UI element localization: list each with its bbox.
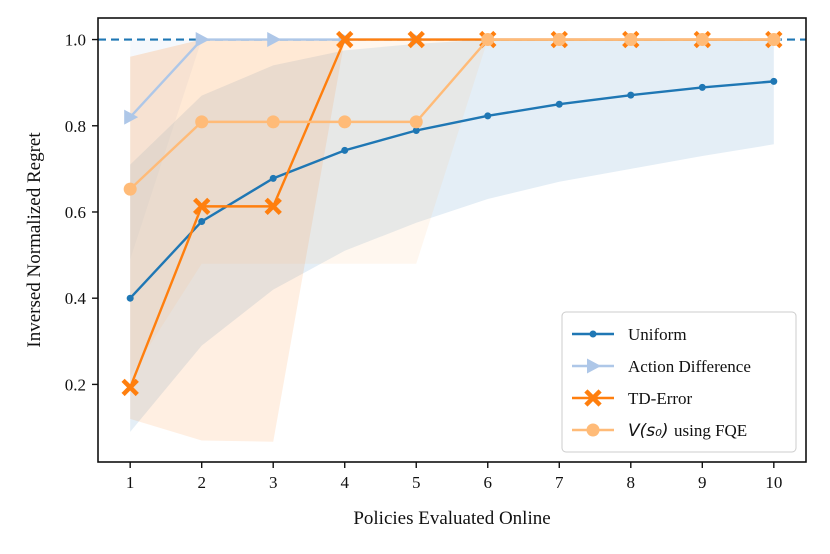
point-s4-8	[624, 33, 638, 47]
x-tick-label-9: 9	[698, 473, 707, 492]
legend-label-3: TD-Error	[628, 389, 693, 408]
x-tick-label-3: 3	[269, 473, 278, 492]
point-s4-5	[409, 115, 423, 129]
band-series-4	[130, 39, 774, 376]
point-s2-3	[267, 32, 282, 48]
x-tick-label-1: 1	[126, 473, 135, 492]
legend-item-4: V(s₀) using FQE	[572, 421, 747, 441]
legend-label-2: Action Difference	[628, 357, 751, 376]
point-s1-7	[555, 100, 563, 108]
point-s4-9	[695, 33, 709, 47]
legend-item-1: Uniform	[572, 325, 687, 344]
point-s4-6	[481, 33, 495, 47]
legend-label-1: Uniform	[628, 325, 687, 344]
point-s4-10	[767, 33, 781, 47]
x-tick-label-8: 8	[627, 473, 636, 492]
series-1	[126, 77, 778, 302]
series-line-1	[129, 80, 774, 300]
point-s1-8	[627, 91, 635, 99]
y-tick-label-1: 0.2	[65, 375, 86, 394]
point-s4-2	[195, 115, 209, 129]
x-axis-label: Policies Evaluated Online	[353, 508, 550, 529]
confidence-bands	[130, 39, 774, 442]
legend-marker-2	[587, 358, 601, 374]
series-line-4	[129, 38, 774, 191]
band-series-1	[130, 39, 774, 432]
point-s2-1	[124, 109, 139, 125]
y-tick-label-3: 0.6	[65, 203, 86, 222]
point-s1-9	[698, 83, 706, 91]
point-s1-10	[770, 77, 778, 85]
legend: Uniform Action Difference TD-Error V(s₀) us…	[561, 311, 797, 453]
point-s1-5	[412, 127, 420, 135]
point-s4-4	[338, 115, 352, 129]
point-s3-1	[121, 378, 139, 397]
legend-marker-1	[589, 330, 597, 338]
point-s3-3	[264, 197, 282, 216]
point-s3-4	[336, 30, 354, 49]
point-s3-5	[407, 30, 425, 49]
band-series-2	[130, 39, 774, 260]
point-s1-4	[341, 146, 349, 154]
point-s2-2	[195, 32, 210, 48]
y-tick-label-2: 0.4	[65, 289, 87, 308]
legend-item-2: Action Difference	[572, 357, 751, 376]
y-axis-label: Inversed Normalized Regret	[24, 132, 45, 348]
point-s4-1	[123, 182, 137, 196]
legend-marker-4	[586, 423, 600, 437]
y-tick-label-5: 1.0	[65, 31, 86, 50]
point-s1-2	[198, 217, 206, 225]
point-s1-1	[126, 294, 134, 302]
x-tick-label-7: 7	[555, 473, 564, 492]
x-tick-label-5: 5	[412, 473, 421, 492]
x-tick-label-10: 10	[765, 473, 782, 492]
point-s4-3	[266, 115, 280, 129]
series-lines	[121, 30, 783, 397]
legend-item-3: TD-Error	[572, 389, 693, 408]
point-s3-2	[193, 197, 211, 216]
axes: 1 2 3 4 5 6 7 8 9 10 0.2 0.4 0.6 0.8 1.0	[65, 17, 807, 492]
point-s4-7	[552, 33, 566, 47]
legend-marker-3	[584, 389, 602, 407]
legend-label-4: V(s₀) using FQE	[628, 421, 747, 441]
plot-frame	[97, 17, 807, 463]
y-tick-label-4: 0.8	[65, 117, 86, 136]
band-series-3	[130, 39, 774, 442]
x-tick-label-2: 2	[197, 473, 206, 492]
point-s1-6	[484, 112, 492, 120]
legend-box	[561, 311, 797, 453]
x-tick-label-6: 6	[484, 473, 493, 492]
point-s1-3	[269, 174, 277, 182]
x-tick-label-4: 4	[340, 473, 349, 492]
series-4	[123, 33, 781, 196]
